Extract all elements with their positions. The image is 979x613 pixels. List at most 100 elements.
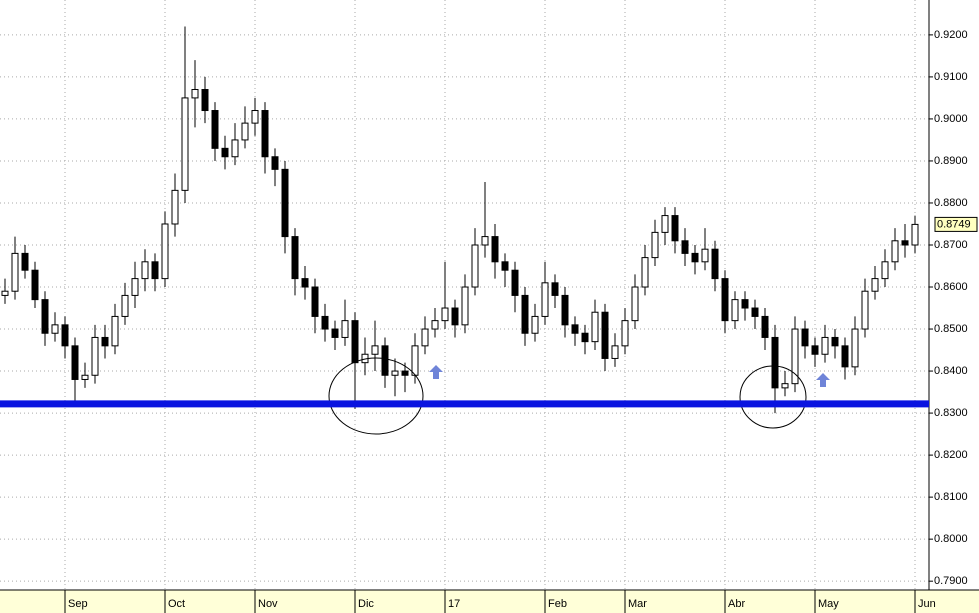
x-tick-label: Oct: [168, 598, 185, 610]
y-tick-label: 0.9200: [934, 29, 968, 41]
arrow-up: [429, 365, 443, 379]
candle-body: [901, 240, 909, 246]
candle-body: [311, 286, 319, 317]
candle-body: [281, 168, 289, 238]
candle-body: [211, 110, 219, 149]
x-tick-label: Nov: [258, 598, 278, 610]
circle-annotation: [739, 365, 807, 429]
candle-body: [451, 307, 459, 326]
candle-body: [301, 278, 309, 288]
candle-body: [851, 328, 859, 368]
candle-body: [671, 215, 679, 242]
candle-body: [571, 324, 579, 334]
x-tick-label: Sep: [68, 598, 88, 610]
candle-body: [841, 345, 849, 368]
candle-body: [121, 294, 129, 317]
y-tick-label: 0.7900: [934, 575, 968, 587]
candle-body: [111, 315, 119, 347]
candle-body: [71, 345, 79, 380]
candle-body: [11, 252, 19, 292]
candle-body: [341, 320, 349, 338]
candle-body: [621, 320, 629, 347]
candle-body: [871, 278, 879, 292]
candle-body: [541, 282, 549, 317]
x-tick-label: Jun: [918, 598, 936, 610]
arrow-up: [816, 373, 830, 387]
candle-body: [401, 370, 409, 376]
candle-body: [141, 261, 149, 280]
candle-body: [711, 248, 719, 280]
candle-body: [581, 332, 589, 343]
candle-body: [821, 336, 829, 355]
candle-body: [511, 269, 519, 296]
candle-body: [661, 215, 669, 233]
candle-body: [381, 345, 389, 376]
candle-body: [801, 328, 809, 347]
candle-body: [21, 252, 29, 271]
candle-body: [291, 236, 299, 280]
y-tick-label: 0.9100: [934, 71, 968, 83]
candle-body: [1, 290, 9, 296]
y-tick-label: 0.8600: [934, 281, 968, 293]
y-tick-label: 0.8400: [934, 365, 968, 377]
candle-body: [331, 328, 339, 338]
candle-body: [551, 282, 559, 296]
candle-body: [591, 311, 599, 343]
candles: [1, 26, 919, 414]
y-tick-label: 0.8200: [934, 449, 968, 461]
x-tick-label: Abr: [728, 598, 745, 610]
candle-body: [261, 110, 269, 158]
annotations: [328, 357, 830, 435]
candle-body: [221, 147, 229, 158]
candle-body: [561, 294, 569, 326]
candle-body: [411, 345, 419, 376]
candle-body: [321, 315, 329, 330]
candle-body: [161, 223, 169, 280]
candle-body: [481, 236, 489, 246]
candle-body: [441, 307, 449, 322]
circle-annotation: [328, 357, 424, 435]
candle-body: [861, 290, 869, 330]
candle-body: [151, 261, 159, 280]
candle-body: [131, 278, 139, 296]
y-tick-label: 0.9000: [934, 113, 968, 125]
candle-body: [651, 231, 659, 259]
candle-body: [171, 189, 179, 225]
candle-body: [641, 257, 649, 288]
y-tick-label: 0.8000: [934, 533, 968, 545]
y-tick-label: 0.8500: [934, 323, 968, 335]
candle-body: [891, 240, 899, 263]
y-axis-strip: [929, 0, 979, 590]
y-tick-label: 0.8900: [934, 155, 968, 167]
last-value-label: 0.8749: [937, 218, 971, 230]
candle-body: [201, 89, 209, 112]
candle-body: [721, 278, 729, 322]
x-tick-label: Feb: [548, 598, 567, 610]
candle-body: [521, 294, 529, 334]
candle-body: [61, 324, 69, 347]
candle-body: [731, 299, 739, 322]
candle-body: [371, 345, 379, 355]
candle-body: [471, 244, 479, 288]
candle-body: [881, 261, 889, 280]
x-axis-strip: [0, 590, 979, 613]
y-tick-label: 0.8700: [934, 239, 968, 251]
candle-body: [701, 248, 709, 263]
candle-body: [811, 345, 819, 355]
candle-body: [491, 236, 499, 263]
candle-body: [741, 299, 749, 309]
candle-body: [681, 240, 689, 254]
candle-body: [461, 286, 469, 326]
candle-body: [601, 311, 609, 359]
candle-body: [271, 156, 279, 170]
y-tick-label: 0.8100: [934, 491, 968, 503]
candle-body: [831, 336, 839, 347]
candle-body: [41, 299, 49, 334]
candle-body: [501, 261, 509, 271]
candle-body: [431, 320, 439, 330]
candle-body: [101, 336, 109, 347]
candle-body: [771, 336, 779, 389]
candle-body: [791, 328, 799, 385]
candle-body: [631, 286, 639, 322]
candle-body: [781, 383, 789, 389]
